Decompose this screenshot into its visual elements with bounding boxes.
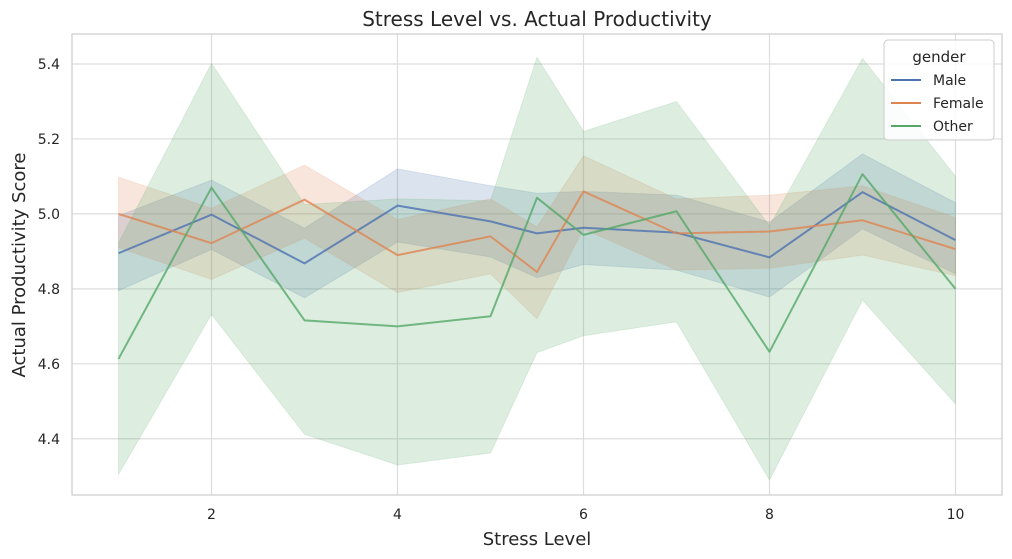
legend-title: gender xyxy=(912,48,966,66)
legend-items: Male Female Other xyxy=(891,73,984,135)
line-other xyxy=(117,173,957,360)
legend-label-male: Male xyxy=(933,73,966,89)
legend-label-other: Other xyxy=(933,119,973,135)
series-lines xyxy=(117,173,957,360)
line-male xyxy=(118,191,956,265)
y-tick-labels: 4.4 4.6 4.8 5.0 5.2 5.4 xyxy=(38,57,60,448)
chart-title: Stress Level vs. Actual Productivity xyxy=(362,7,712,31)
ci-band-male xyxy=(118,153,956,299)
line-female xyxy=(118,190,956,273)
x-tick-label: 6 xyxy=(579,507,588,523)
ci-band-female xyxy=(118,155,956,320)
y-tick-label: 5.2 xyxy=(38,132,60,148)
legend: gender Male Female Other xyxy=(883,39,995,141)
legend-box xyxy=(883,39,995,141)
x-tick-label: 2 xyxy=(207,507,216,523)
y-tick-label: 4.6 xyxy=(38,357,60,373)
y-tick-label: 4.8 xyxy=(38,282,60,298)
plot-area-frame xyxy=(71,33,1003,496)
y-tick-label: 4.4 xyxy=(38,432,60,448)
x-tick-label: 8 xyxy=(765,507,774,523)
x-axis-label: Stress Level xyxy=(483,529,592,550)
legend-label-female: Female xyxy=(933,96,984,112)
y-axis-label: Actual Productivity Score xyxy=(9,153,30,378)
gridlines xyxy=(72,34,1002,495)
ci-band-other xyxy=(118,56,956,482)
x-tick-labels: 2 4 6 8 10 xyxy=(207,507,964,523)
x-tick-label: 4 xyxy=(393,507,402,523)
y-tick-label: 5.0 xyxy=(38,207,60,223)
confidence-bands xyxy=(118,56,956,482)
x-tick-label: 10 xyxy=(947,507,965,523)
y-tick-label: 5.4 xyxy=(38,57,60,73)
